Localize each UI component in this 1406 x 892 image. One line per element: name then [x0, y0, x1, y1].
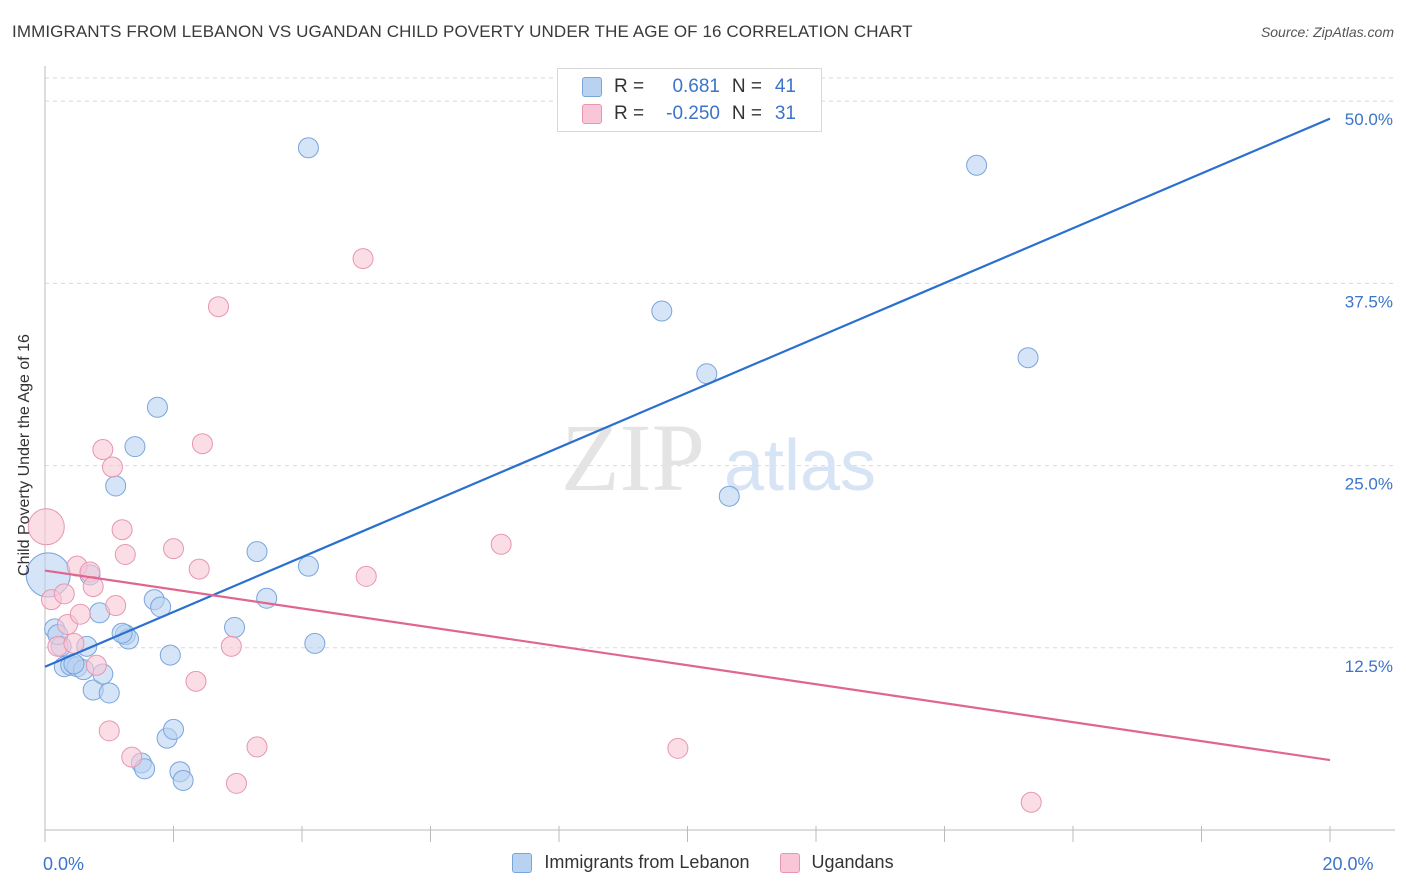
- pink-point: [246, 736, 268, 758]
- pink-point: [188, 558, 210, 580]
- series-swatch-blue: [512, 852, 533, 873]
- pink-point: [191, 433, 213, 455]
- y-tick-label: 37.5%: [1345, 292, 1393, 311]
- pink-point: [101, 456, 123, 478]
- blue-point: [124, 436, 146, 458]
- blue-point: [224, 616, 246, 638]
- pink-point: [53, 583, 75, 605]
- pink-point: [220, 635, 242, 657]
- legend-n-label: N =: [731, 103, 762, 124]
- blue-point: [98, 682, 120, 704]
- legend-swatch-pink: [582, 104, 602, 124]
- tick-labels: 12.5% 25.0% 37.5% 50.0% 0.0% 20.0%: [43, 110, 1393, 874]
- blue-trend-line: [44, 117, 1331, 668]
- legend-r-value: -0.250: [666, 103, 720, 124]
- series-label: Immigrants from Lebanon: [544, 852, 750, 872]
- blue-point: [297, 137, 319, 159]
- legend-r-value: 0.681: [672, 76, 720, 97]
- blue-point: [297, 555, 319, 577]
- y-tick-label: 50.0%: [1345, 110, 1393, 129]
- pink-point: [121, 746, 143, 768]
- legend-swatch-blue: [582, 77, 602, 97]
- legend-n-value: 41: [774, 76, 796, 97]
- series-legend-ugandans[interactable]: Ugandans: [779, 852, 894, 873]
- pink-point: [85, 654, 107, 676]
- blue-point: [163, 718, 184, 740]
- chart-title: IMMIGRANTS FROM LEBANON VS UGANDAN CHILD…: [12, 22, 913, 41]
- pink-trend-line: [44, 569, 1331, 762]
- source-label: Source: ZipAtlas.com: [1260, 24, 1394, 40]
- pink-point: [667, 737, 689, 759]
- pink-point: [27, 508, 65, 546]
- pink-point: [225, 772, 247, 794]
- series-label: Ugandans: [811, 852, 894, 872]
- legend-n-value: 31: [774, 103, 796, 124]
- blue-point: [105, 475, 127, 497]
- pink-point: [163, 538, 184, 560]
- blue-point: [304, 632, 326, 654]
- correlation-legend: R = 0.681 N = 41 R = -0.250 N = 31: [557, 68, 822, 132]
- pink-point: [105, 595, 127, 617]
- pink-point: [490, 533, 512, 555]
- trend-lines: [44, 117, 1331, 762]
- watermark-zip: ZIP: [561, 404, 705, 511]
- legend-r-label: R =: [614, 76, 645, 97]
- x-tick-label: 20.0%: [1322, 854, 1373, 874]
- pink-point: [207, 296, 229, 318]
- blue-point: [1017, 347, 1039, 369]
- pink-point: [111, 519, 133, 541]
- watermark-atlas: atlas: [724, 426, 876, 506]
- pink-point: [1020, 791, 1042, 813]
- grid-lines: [45, 77, 1395, 649]
- blue-point: [172, 769, 194, 791]
- pink-point: [352, 248, 374, 270]
- data-points: [25, 137, 1042, 813]
- pink-point: [114, 543, 136, 565]
- pink-point: [98, 720, 120, 742]
- pink-point: [185, 670, 207, 692]
- legend-n-label: N =: [731, 76, 762, 97]
- blue-point: [966, 154, 988, 176]
- blue-point: [246, 541, 268, 563]
- series-legend: Immigrants from Lebanon Ugandans: [0, 852, 1406, 873]
- y-tick-label: 12.5%: [1345, 657, 1393, 676]
- y-tick-label: 25.0%: [1345, 475, 1393, 494]
- axes: [44, 66, 1395, 842]
- legend-row-ugandans: R = -0.250 N = 31: [582, 102, 796, 126]
- pink-point: [355, 565, 377, 587]
- legend-r-label: R =: [614, 103, 645, 124]
- legend-row-lebanon: R = 0.681 N = 41: [582, 75, 796, 99]
- blue-point: [159, 644, 181, 666]
- blue-point: [718, 485, 740, 507]
- pink-point: [69, 603, 91, 625]
- watermark: ZIP atlas: [561, 404, 876, 511]
- blue-point: [146, 396, 168, 418]
- series-swatch-pink: [779, 852, 800, 873]
- series-legend-lebanon[interactable]: Immigrants from Lebanon: [512, 852, 750, 873]
- x-tick-label: 0.0%: [43, 854, 84, 874]
- y-axis-label: Child Poverty Under the Age of 16: [16, 334, 33, 576]
- pink-point: [92, 439, 114, 461]
- blue-point: [651, 300, 673, 322]
